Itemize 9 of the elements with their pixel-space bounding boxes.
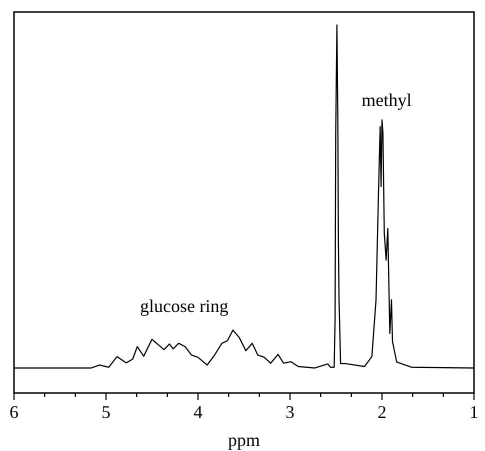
x-tick-label: 2 [378, 402, 386, 422]
x-axis-title: ppm [228, 430, 260, 450]
x-tick-label: 1 [470, 402, 478, 422]
annotation: glucose ring [140, 296, 228, 316]
annotation: methyl [362, 90, 412, 110]
x-tick-label: 3 [286, 402, 294, 422]
x-tick-label: 5 [102, 402, 110, 422]
x-tick-label: 6 [10, 402, 18, 422]
x-tick-label: 4 [194, 402, 202, 422]
